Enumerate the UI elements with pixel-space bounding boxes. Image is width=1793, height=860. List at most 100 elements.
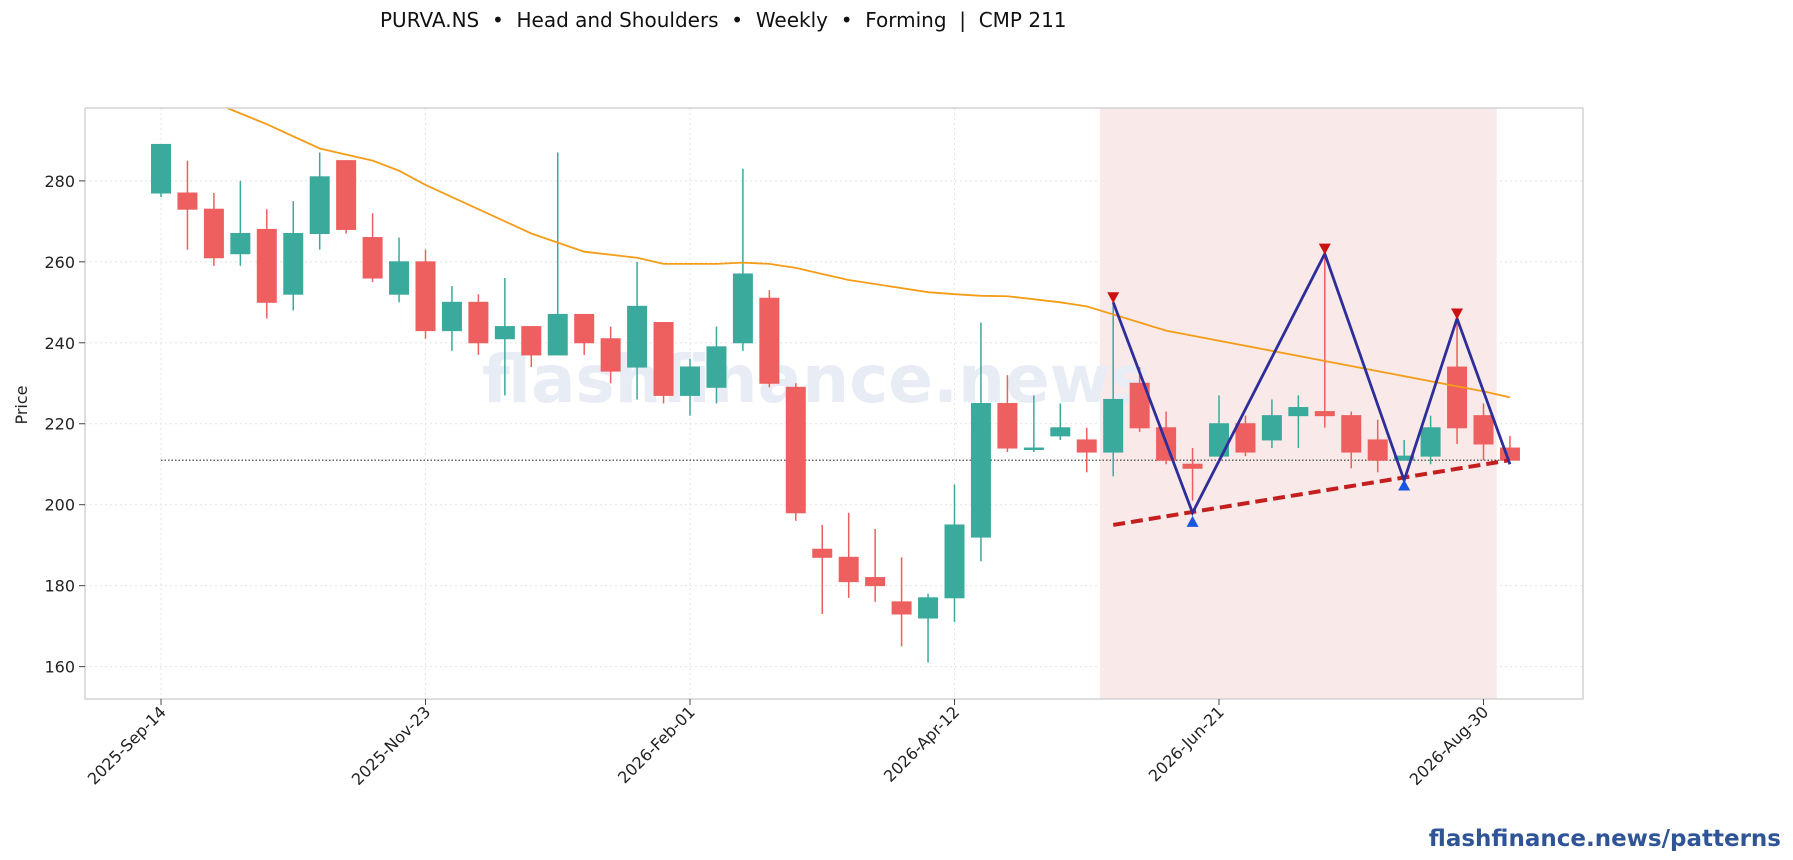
candles (151, 143, 1520, 663)
candle (1103, 302, 1124, 477)
candle-body (1235, 423, 1256, 453)
candle (177, 160, 198, 250)
candle-body (944, 524, 965, 599)
candle-body (230, 232, 251, 255)
x-axis: 2025-Sep-14 2025-Nov-23 2026-Feb-01 2026-Ap… (84, 699, 1493, 789)
candle (1076, 427, 1097, 473)
candle-body (891, 601, 912, 615)
moving-average-line (226, 107, 1511, 399)
y-tick-label: 240 (44, 334, 75, 353)
pattern-line (1111, 250, 1512, 517)
candle (362, 213, 383, 283)
chart-title: PURVA.NS • Head and Shoulders • Weekly •… (380, 8, 1067, 32)
neckline (1112, 458, 1511, 527)
candle (309, 152, 330, 250)
candle-body (1050, 427, 1071, 437)
candle-body (574, 313, 595, 344)
candle-body (1314, 411, 1335, 417)
x-tick-label: 2025-Nov-23 (348, 702, 435, 789)
x-tick-label: 2026-Aug-30 (1406, 702, 1493, 789)
candle (283, 201, 304, 311)
candle (600, 326, 621, 384)
peak-marker (1318, 243, 1331, 255)
candle-body (203, 208, 224, 259)
candle-body (785, 386, 806, 514)
candle (918, 593, 939, 663)
candle-body (600, 338, 621, 372)
y-tick-label: 200 (44, 496, 75, 515)
candle-body (812, 548, 833, 558)
candle (574, 313, 595, 355)
candle (680, 358, 700, 416)
candle-body (970, 403, 991, 538)
candle (415, 249, 436, 339)
pattern-overlay (1107, 243, 1512, 527)
candle (1235, 415, 1256, 457)
y-tick-label: 260 (44, 253, 75, 272)
candle (997, 375, 1018, 453)
candle-body (1261, 415, 1282, 441)
candle-body (389, 261, 410, 295)
candle-body (441, 301, 462, 332)
candle (151, 143, 171, 198)
y-tick-label: 160 (44, 658, 75, 677)
peak-marker (1107, 292, 1120, 304)
candle-body (1420, 427, 1441, 457)
candle-body (1209, 423, 1229, 457)
candle-body (1447, 366, 1468, 429)
candle-body (838, 556, 859, 583)
candle (256, 209, 277, 319)
footer-link[interactable]: flashfinance.news/patterns (1428, 826, 1781, 852)
candle (494, 278, 515, 396)
candle-body (547, 313, 568, 356)
candle (944, 484, 965, 623)
candle (1023, 395, 1044, 453)
plot-frame (84, 107, 1584, 700)
candle (1129, 367, 1150, 432)
candle-body (1367, 439, 1388, 461)
x-tick-label: 2025-Sep-14 (84, 702, 170, 788)
candle-body (283, 232, 304, 295)
candle (865, 528, 886, 602)
candle (1394, 439, 1415, 461)
candle-body (1288, 407, 1309, 417)
candle (627, 261, 648, 400)
candle-body (1103, 398, 1124, 453)
candle-body (732, 273, 753, 344)
peak-marker (1451, 308, 1464, 320)
candle-body (468, 301, 489, 344)
candle (970, 322, 991, 562)
candle (1314, 253, 1335, 428)
candle (521, 326, 542, 368)
candle (1420, 415, 1441, 465)
candle (468, 294, 489, 355)
candle-body (1182, 463, 1203, 469)
x-tick-label: 2026-Apr-12 (880, 702, 963, 785)
candle-body (309, 176, 330, 234)
y-tick-label: 180 (44, 577, 75, 596)
y-tick-label: 220 (44, 415, 75, 434)
candle-body (1076, 439, 1097, 453)
candle-body (256, 228, 277, 303)
candle-body (521, 326, 542, 356)
candle (547, 152, 568, 356)
candle (653, 322, 674, 404)
candle-body (336, 160, 357, 230)
candle-body (1473, 415, 1494, 445)
candle (230, 180, 251, 266)
candle-body (865, 577, 886, 587)
candle-body (680, 366, 700, 396)
candle-body (415, 261, 436, 332)
candle (759, 290, 780, 388)
candle (706, 326, 727, 404)
candle (1288, 395, 1309, 449)
candle-body (627, 305, 648, 368)
candle (1367, 419, 1388, 473)
y-axis: 160 180 200 220 240 260 280 (44, 172, 85, 677)
candle (1473, 403, 1494, 461)
candle (203, 193, 224, 266)
candle (1261, 399, 1282, 449)
candle-body (759, 297, 780, 384)
trough-marker (1398, 479, 1411, 491)
